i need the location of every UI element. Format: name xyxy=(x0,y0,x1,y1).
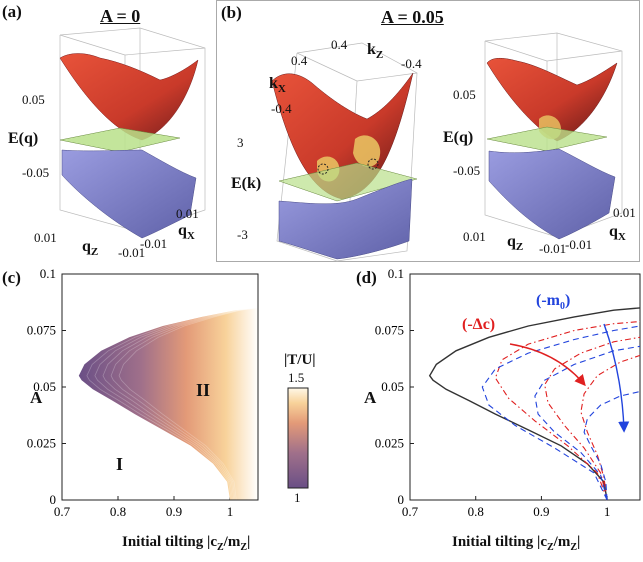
panel-d-ytick-label-1: 0.025 xyxy=(375,436,404,451)
panel-d-ytick-label-0: 0 xyxy=(398,492,405,507)
panel-b-right-right-tick-1: 0.01 xyxy=(613,205,636,220)
panel-d-ylabel: A xyxy=(364,388,377,407)
panel-b-left-lower-band xyxy=(278,178,413,260)
panel-a-right-tick-2: -0.01 xyxy=(140,236,168,251)
panel-a-ztick-top: 0.05 xyxy=(22,92,45,107)
panel-c-chart: 0.7 0.8 0.9 1 0 0.025 0.05 0.075 0.1 xyxy=(27,266,309,519)
panel-b-right-left-tick-1: 0.01 xyxy=(463,229,486,244)
panel-d-series-3 xyxy=(580,354,641,501)
panel-d-series-5 xyxy=(534,345,641,501)
panel-d-series-0 xyxy=(428,307,641,501)
panel-b-title: A = 0.05 xyxy=(381,7,444,27)
panel-d-series-2 xyxy=(544,336,641,501)
panel-c-contour-5 xyxy=(118,307,259,501)
panel-a-ztick-bottom: -0.05 xyxy=(22,165,50,180)
panel-c-ytick-label-4: 0.1 xyxy=(40,266,56,281)
panel-c-contour-2 xyxy=(94,307,259,501)
panel-a-right-axis-label: qX xyxy=(178,222,195,243)
panel-c-contour-4 xyxy=(110,307,259,501)
panel-b-right-right-axis-label: qX xyxy=(609,223,626,244)
panel-d-xtick-label-2: 0.9 xyxy=(533,504,549,519)
panel-d-ytick-label-4: 0.1 xyxy=(388,266,404,281)
panel-c-contour-3 xyxy=(102,307,259,501)
panel-b-kx-label: kX xyxy=(269,75,286,96)
panel-b-kz-tick-1: 0.4 xyxy=(331,37,348,52)
panel-b-left-yellow-region-2 xyxy=(353,135,381,167)
panel-c-ylabel: A xyxy=(30,388,43,407)
panel-d-xtick-label-0: 0.7 xyxy=(402,504,419,519)
panel-a-left-tick-2: -0.01 xyxy=(118,245,146,260)
panel-c-contour-1 xyxy=(86,307,259,501)
panel-a-zero-plane xyxy=(59,127,181,153)
panel-b-label: (b) xyxy=(221,3,242,22)
panel-c-xlabel: Initial tilting |cZ/mZ| xyxy=(122,534,251,553)
panel-d-xlabel: Initial tilting |cZ/mZ| xyxy=(452,534,581,553)
panel-b-kx-tick: 0.4 xyxy=(291,53,308,68)
panel-d-series-1 xyxy=(494,320,641,501)
panel-a-z-axis-label: E(q) xyxy=(8,130,39,147)
panel-c-label: (c) xyxy=(2,268,21,287)
panel-a-left-axis-label: qZ xyxy=(82,238,99,259)
panel-a-surface-plot xyxy=(59,27,206,239)
panel-b-right-ztick-bottom: -0.05 xyxy=(453,163,481,178)
panel-b: (b) A = 0.05 0.4 0.4 kZ -0.4 kX -0.4 3 E… xyxy=(216,0,640,262)
panel-b-right-lower-band xyxy=(488,148,616,240)
panel-b-surface-plots xyxy=(271,32,623,262)
panel-d-label: (d) xyxy=(356,268,377,287)
panel-c-colorbar-min: 1 xyxy=(294,490,301,505)
panel-b-left-marker-1 xyxy=(317,163,329,175)
panel-c-region-I: I xyxy=(116,454,124,474)
panel-b-ztick-1: -0.4 xyxy=(271,101,292,116)
panel-c-ytick-label-2: 0.05 xyxy=(33,379,56,394)
panel-c-colorbar-title: |T/U| xyxy=(284,352,316,368)
panel-b-right-right-tick-2: -0.01 xyxy=(565,237,593,252)
panel-a-title: A = 0 xyxy=(100,6,141,26)
panel-a-right-tick-1: 0.01 xyxy=(176,206,199,221)
panel-d-xtick-label-3: 1 xyxy=(604,504,611,519)
panel-a-label: (a) xyxy=(2,2,22,21)
panel-a-lower-band xyxy=(61,149,197,239)
panel-c-xtick-label-3: 1 xyxy=(227,504,234,519)
panel-b-right-left-axis-label: qZ xyxy=(507,233,524,254)
panel-b-left-marker-2 xyxy=(367,158,379,170)
panel-c-xtick-label-0: 0.7 xyxy=(54,504,71,519)
panel-b-kz-label: kZ xyxy=(367,41,384,62)
panel-d-ytick-label-2: 0.05 xyxy=(381,379,404,394)
panel-b-z-axis-label: E(k) xyxy=(231,175,262,192)
panel-d-chart: 0.7 0.8 0.9 1 0 0.025 0.05 0.075 0.1 xyxy=(375,266,641,519)
panel-b-kz-tick-2: -0.4 xyxy=(401,56,422,71)
panel-d-xtick-label-1: 0.8 xyxy=(468,504,484,519)
panel-c-region-II: II xyxy=(196,380,211,400)
panel-d-annot-blue: (-m0) xyxy=(536,292,571,313)
panel-b-ztick-3: -3 xyxy=(237,227,248,242)
panel-c-colorbar-max: 1.5 xyxy=(288,370,305,385)
panel-b-right-zero-plane xyxy=(486,126,608,152)
panel-b-ztick-2: 3 xyxy=(237,135,244,150)
panel-d-arrow-red xyxy=(509,343,586,387)
panel-c: (c) 0.7 0.8 0.9 1 0 0.025 0.05 0.075 0.1 A I II … xyxy=(0,264,320,562)
panel-c-region-fill xyxy=(78,307,258,500)
panel-c-colorbar xyxy=(287,387,309,489)
panel-a-upper-band xyxy=(59,53,199,141)
panel-d-ytick-label-3: 0.075 xyxy=(375,323,404,338)
panel-d-frame xyxy=(409,273,641,501)
panel-d-series-4 xyxy=(481,325,641,501)
panel-a: (a) A = 0 0.05 E(q) -0.05 0.01 qZ -0.01 … xyxy=(0,0,210,260)
panel-d-annot-red: (-Δc) xyxy=(462,316,496,333)
panel-d-arrow-blue xyxy=(603,323,630,433)
panel-c-xtick-label-2: 0.9 xyxy=(166,504,182,519)
panel-c-xtick-label-1: 0.8 xyxy=(110,504,126,519)
panel-b-left-zero-plane xyxy=(278,162,418,202)
panel-b-right-z-axis-label: E(q) xyxy=(443,129,474,146)
panel-c-ytick-label-0: 0 xyxy=(50,492,57,507)
panel-c-ytick-label-1: 0.025 xyxy=(27,436,56,451)
panel-c-frame-top xyxy=(61,273,259,501)
panel-a-left-tick-1: 0.01 xyxy=(34,230,57,245)
panel-d: (d) 0.7 0.8 0.9 1 0 0.025 0.05 0.075 0.1 A (-Δc)… xyxy=(322,264,643,562)
panel-b-right-ztick-top: 0.05 xyxy=(453,87,476,102)
panel-d-series-6 xyxy=(583,390,641,501)
panel-b-right-left-tick-2: -0.01 xyxy=(539,241,567,256)
panel-c-ytick-label-3: 0.075 xyxy=(27,323,56,338)
